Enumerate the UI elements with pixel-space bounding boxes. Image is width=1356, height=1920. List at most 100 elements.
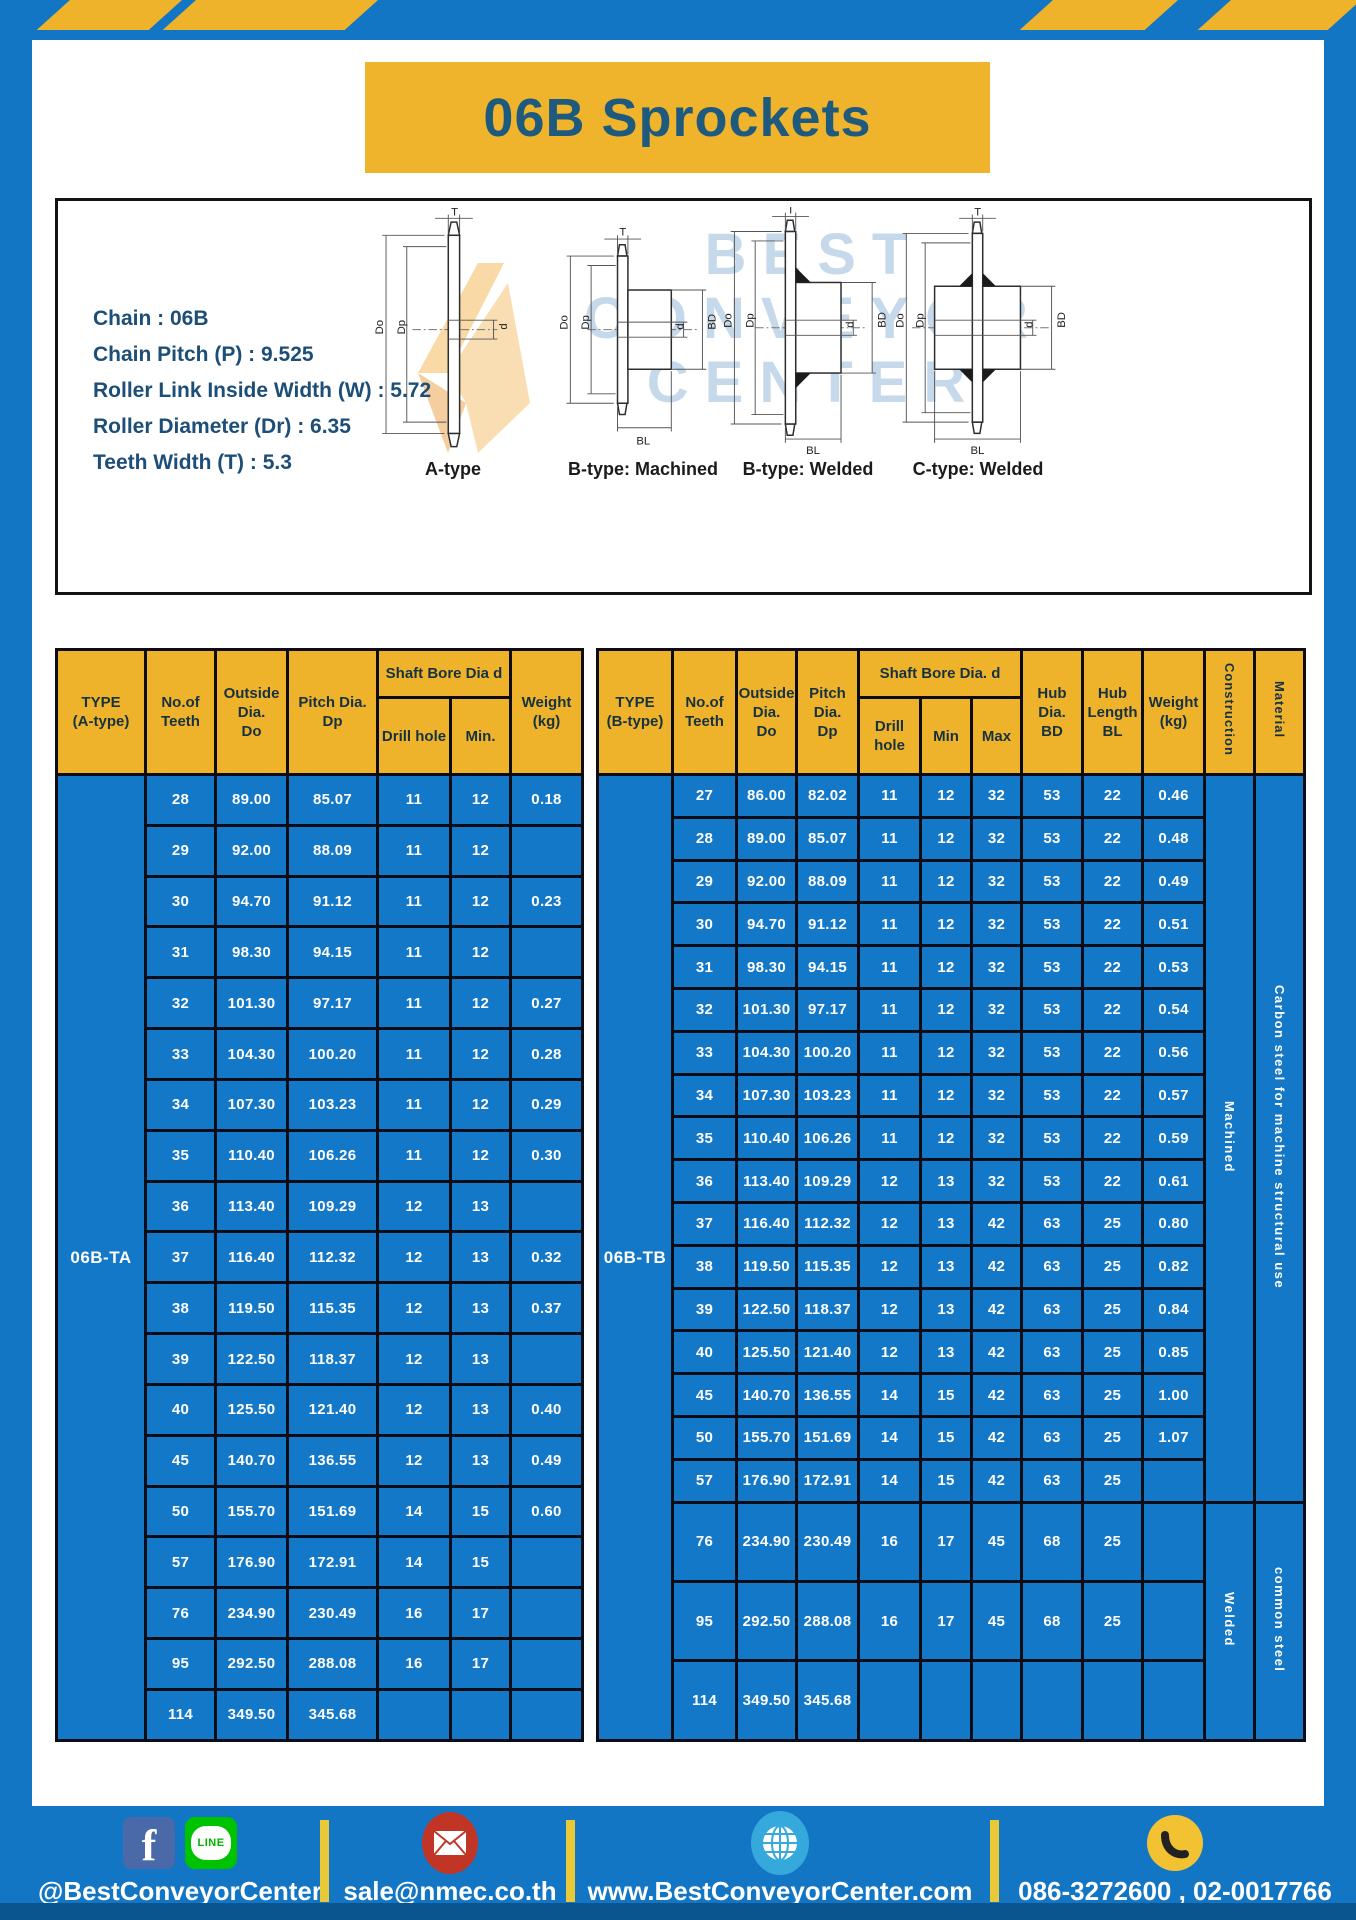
table-cell: 17 <box>449 1637 512 1691</box>
footer-email-section: sale@nmec.co.th <box>340 1812 560 1907</box>
table-cell: 42 <box>969 1286 1024 1333</box>
table-cell: 103.23 <box>286 1077 379 1132</box>
table-span-cell: common steel <box>1253 1500 1307 1743</box>
table-cell: 22 <box>1081 1158 1145 1204</box>
footer-divider <box>566 1820 575 1902</box>
table-row: 50 155.70 151.69 14 15 42 63 25 1.07 <box>598 1414 1305 1461</box>
table-cell: 15 <box>449 1535 512 1590</box>
table-cell: 11 <box>376 925 452 980</box>
table-cell: 32 <box>969 858 1024 905</box>
yellow-stripe <box>1197 0 1356 30</box>
table-row: 32 101.30 97.17 11 12 0.27 <box>57 976 584 1031</box>
table-cell: 98.30 <box>735 944 798 990</box>
table-cell: 12 <box>376 1433 452 1488</box>
table-cell: 33 <box>671 1029 738 1076</box>
spec-line: Teeth Width (T) : 5.3 <box>93 451 292 474</box>
spec-line: Chain Pitch (P) : 9.525 <box>93 343 314 366</box>
table-cell: 13 <box>919 1200 973 1247</box>
bottom-accent-strip <box>0 1903 1356 1920</box>
table-row: 57 176.90 172.91 14 15 <box>57 1535 584 1590</box>
table-cell: 94.15 <box>286 925 379 980</box>
table-cell: 288.08 <box>286 1637 379 1691</box>
table-cell: 0.48 <box>1141 815 1207 862</box>
table-cell: 33 <box>144 1027 217 1081</box>
table-cell: 25 <box>1081 1200 1145 1247</box>
table-cell: 12 <box>919 944 973 990</box>
table-cell: 22 <box>1081 815 1145 862</box>
table-cell: 89.00 <box>214 773 289 827</box>
table-cell: 25 <box>1081 1286 1145 1333</box>
table-cell: 1.00 <box>1141 1372 1207 1418</box>
table-cell: 176.90 <box>735 1457 798 1504</box>
table-cell: 0.82 <box>1141 1243 1207 1290</box>
table-cell: 0.49 <box>1141 858 1207 905</box>
table-cell: 16 <box>376 1586 452 1641</box>
col-header-material: Material <box>1253 648 1307 776</box>
table-cell: 17 <box>919 1500 973 1584</box>
table-cell: 230.49 <box>286 1586 379 1641</box>
table-cell: 32 <box>969 1072 1024 1119</box>
table-cell: 36 <box>144 1179 217 1234</box>
table-row: 50 155.70 151.69 14 15 0.60 <box>57 1484 584 1539</box>
table-cell: 125.50 <box>735 1329 798 1376</box>
table-cell: 37 <box>671 1200 738 1247</box>
table-cell <box>919 1659 973 1742</box>
col-header-min: Min. <box>449 696 512 776</box>
table-cell: 0.51 <box>1141 901 1207 948</box>
table-cell: 345.68 <box>795 1659 860 1742</box>
dim-label-bd: BD <box>876 312 888 328</box>
table-cell: 107.30 <box>214 1077 289 1132</box>
table-cell: 0.56 <box>1141 1029 1207 1076</box>
table-cell: 32 <box>969 815 1024 862</box>
table-cell: 88.09 <box>286 823 379 878</box>
table-cell: 292.50 <box>214 1637 289 1691</box>
table-cell: 32 <box>969 944 1024 990</box>
table-cell: 0.37 <box>509 1281 584 1336</box>
table-cell: 0.49 <box>509 1433 584 1488</box>
chain-specs: Chain : 06B Chain Pitch (P) : 9.525 Roll… <box>93 301 431 481</box>
table-cell: 11 <box>857 858 922 905</box>
table-cell: 115.35 <box>795 1243 860 1290</box>
table-cell: 89.00 <box>735 815 798 862</box>
table-cell: 16 <box>857 1500 922 1584</box>
table-cell: 95 <box>144 1637 217 1691</box>
table-cell: 100.20 <box>795 1029 860 1076</box>
table-cell: 14 <box>376 1535 452 1590</box>
table-cell: 155.70 <box>735 1414 798 1461</box>
table-cell: 13 <box>449 1281 512 1336</box>
yellow-stripe <box>36 0 182 30</box>
table-cell: 172.91 <box>795 1457 860 1504</box>
table-cell: 38 <box>671 1243 738 1290</box>
table-cell: 12 <box>376 1179 452 1234</box>
table-cell: 176.90 <box>214 1535 289 1590</box>
table-row: 34 107.30 103.23 11 12 0.29 <box>57 1077 584 1132</box>
table-cell: 155.70 <box>214 1484 289 1539</box>
table-cell: 234.90 <box>735 1500 798 1584</box>
table-row: 95 292.50 288.08 16 17 45 68 25 <box>598 1580 1305 1663</box>
table-cell: 12 <box>919 986 973 1033</box>
dim-label-bl: BL <box>970 445 984 457</box>
table-cell: 12 <box>857 1200 922 1247</box>
table-cell: 22 <box>1081 858 1145 905</box>
col-header-drill-hole: Drill hole <box>376 696 452 776</box>
table-cell: 36 <box>671 1158 738 1204</box>
table-cell: 349.50 <box>735 1659 798 1742</box>
table-cell: 32 <box>144 976 217 1031</box>
table-cell <box>1020 1659 1085 1742</box>
table-row: 37 116.40 112.32 12 13 42 63 25 0.80 <box>598 1200 1305 1247</box>
table-cell: 118.37 <box>795 1286 860 1333</box>
table-cell: 98.30 <box>214 925 289 980</box>
table-cell: 109.29 <box>795 1158 860 1204</box>
table-cell: 29 <box>144 823 217 878</box>
table-cell: 42 <box>969 1372 1024 1418</box>
table-cell: 13 <box>919 1329 973 1376</box>
table-cell: 37 <box>144 1230 217 1285</box>
table-cell: 57 <box>671 1457 738 1504</box>
table-cell: 1.07 <box>1141 1414 1207 1461</box>
dim-label-bd: BD <box>1056 312 1068 328</box>
table-span-cell: Machined <box>1203 773 1257 1504</box>
table-cell: 0.59 <box>1141 1115 1207 1162</box>
table-cell <box>449 1687 512 1743</box>
table-row: 38 119.50 115.35 12 13 42 63 25 0.82 <box>598 1243 1305 1290</box>
table-cell: 86.00 <box>735 773 798 819</box>
